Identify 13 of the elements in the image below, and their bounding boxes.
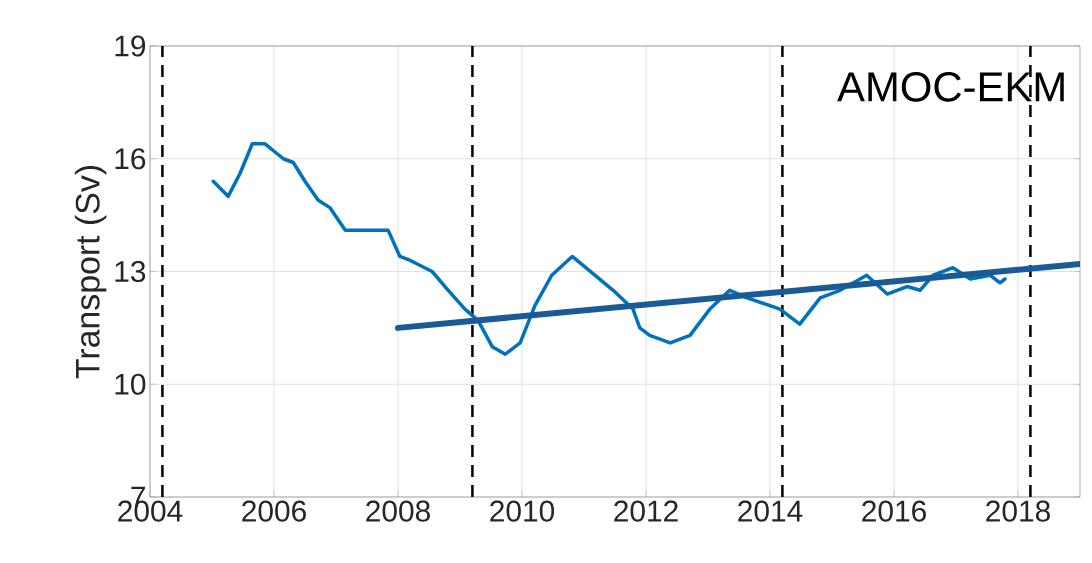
x-tick-label: 2016 (862, 500, 926, 522)
y-tick-label: 19 (115, 35, 146, 57)
x-tick-label: 2012 (614, 500, 678, 522)
x-tick-label: 2008 (366, 500, 430, 522)
y-tick-label: 13 (115, 260, 146, 283)
x-tick-label: 2014 (738, 500, 803, 522)
y-axis-title: Transport (Sv) (74, 166, 107, 379)
y-tick-label: 16 (115, 148, 146, 170)
x-tick-label: 2010 (490, 500, 555, 522)
x-tick-label: 2006 (242, 500, 306, 522)
y-tick-label: 10 (115, 373, 146, 395)
annotation: AMOC-EKM (837, 72, 1064, 102)
x-tick-label: 2018 (986, 500, 1050, 522)
